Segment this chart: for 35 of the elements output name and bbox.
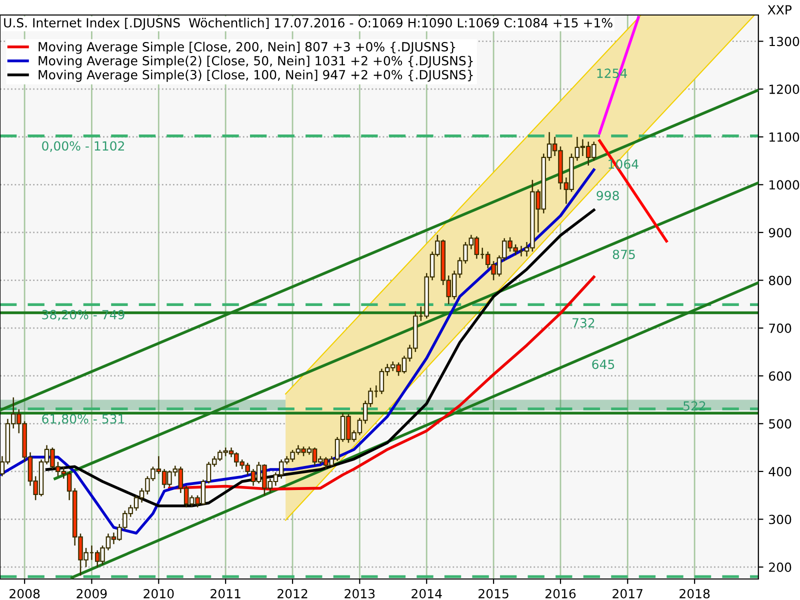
y-tick-label: 300 <box>769 514 792 524</box>
annotation: 732 <box>572 318 594 328</box>
legend-label: Moving Average Simple [Close, 200, Nein] 807 +3 +0% {.DJUSNS} <box>38 42 456 54</box>
y-tick-label: 400 <box>768 466 792 476</box>
annotation: 0,00% - 1102 <box>42 141 124 152</box>
y-tick-label: 700 <box>769 324 792 333</box>
y-tick-label: 1300 <box>769 36 800 46</box>
legend-label: Moving Average Simple(2) [Close, 50, Nein] 1031 +2 +0% {.DJUSNS} <box>38 56 473 68</box>
y-tick-label: 900 <box>768 228 792 238</box>
annotation: 61,80% - 531 <box>42 414 124 425</box>
x-tick-label: 2017 <box>612 588 642 598</box>
annotation: 645 <box>592 360 614 370</box>
x-tick-label: 2009 <box>76 588 107 598</box>
ref-line-label: 522 <box>684 401 706 411</box>
x-tick-label: 2013 <box>344 588 375 598</box>
y-tick-label: 1000 <box>769 180 800 190</box>
x-tick-label: 2008 <box>10 588 40 598</box>
x-tick-label: 2015 <box>478 588 508 598</box>
chart-title: U.S. Internet Index [.DJUSNS Wöchentlich] 17.07.2016 - O:1069 H:1090 L:1069 C:1084 +15 +1% <box>4 18 612 30</box>
legend-label: Moving Average Simple(3) [Close, 100, Nein] 947 +2 +0% {.DJUSNS} <box>38 70 473 82</box>
y-tick-label: 1200 <box>769 84 800 94</box>
x-tick-label: 2011 <box>210 588 240 598</box>
y-tick-label: 200 <box>769 562 792 572</box>
y-tick-label: 1100 <box>769 132 800 142</box>
y-axis-title: XXP <box>768 5 792 14</box>
y-tick-label: 500 <box>769 419 792 429</box>
x-tick-label: 2018 <box>680 588 710 598</box>
y-tick-label: 600 <box>768 371 792 381</box>
annotation: 875 <box>612 250 635 260</box>
x-tick-label: 2016 <box>546 588 576 598</box>
y-tick-label: 800 <box>768 276 792 286</box>
x-tick-label: 2010 <box>144 588 174 598</box>
annotation: 998 <box>596 190 619 200</box>
x-tick-label: 2012 <box>278 588 308 598</box>
x-tick-label: 2014 <box>412 588 442 598</box>
